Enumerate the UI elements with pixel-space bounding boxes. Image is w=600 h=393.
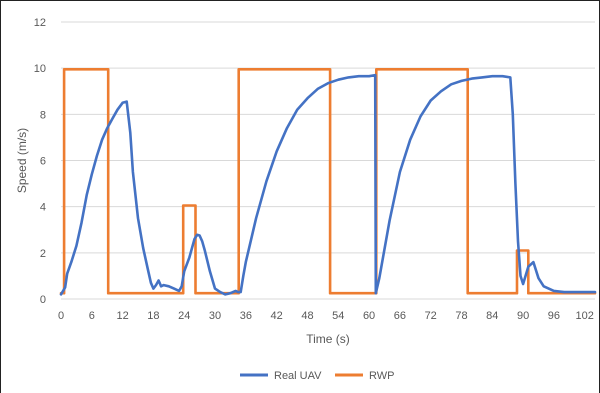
x-tick-label: 84 — [486, 310, 498, 322]
y-tick-label: 8 — [40, 109, 46, 121]
series-line-rwp — [59, 68, 597, 295]
x-tick-label: 6 — [89, 310, 95, 322]
x-tick-label: 36 — [240, 310, 252, 322]
y-tick-label: 4 — [40, 202, 46, 214]
x-tick-label: 0 — [58, 310, 64, 322]
x-tick-label: 24 — [178, 310, 190, 322]
x-tick-label: 12 — [116, 310, 128, 322]
legend-label-rwp: RWP — [369, 370, 394, 382]
x-axis-ticks: 0 6 12 18 24 30 36 42 48 54 60 66 72 78 84 90 96 102 — [58, 310, 594, 322]
series-lines — [59, 68, 597, 296]
legend: Real UAV RWP — [240, 370, 394, 382]
y-tick-label: 6 — [40, 156, 46, 168]
x-tick-label: 102 — [576, 310, 594, 322]
y-tick-label: 0 — [40, 294, 46, 306]
y-tick-label: 10 — [34, 63, 46, 75]
legend-label-real-uav: Real UAV — [274, 370, 322, 382]
x-tick-label: 30 — [209, 310, 221, 322]
x-tick-label: 60 — [363, 310, 375, 322]
y-axis-ticks: 0 2 4 6 8 10 12 — [34, 17, 46, 306]
y-tick-label: 2 — [40, 248, 46, 260]
x-tick-label: 48 — [301, 310, 313, 322]
x-tick-label: 72 — [425, 310, 437, 322]
y-tick-label: 12 — [34, 17, 46, 29]
series-line-real-uav — [59, 73, 597, 296]
x-tick-label: 96 — [548, 310, 560, 322]
x-tick-label: 90 — [517, 310, 529, 322]
x-tick-label: 42 — [271, 310, 283, 322]
x-tick-label: 54 — [332, 310, 344, 322]
x-tick-label: 66 — [394, 310, 406, 322]
x-tick-label: 18 — [147, 310, 159, 322]
x-tick-label: 78 — [455, 310, 467, 322]
y-axis-label: Speed (m/s) — [15, 128, 29, 193]
x-axis-label: Time (s) — [306, 332, 350, 346]
